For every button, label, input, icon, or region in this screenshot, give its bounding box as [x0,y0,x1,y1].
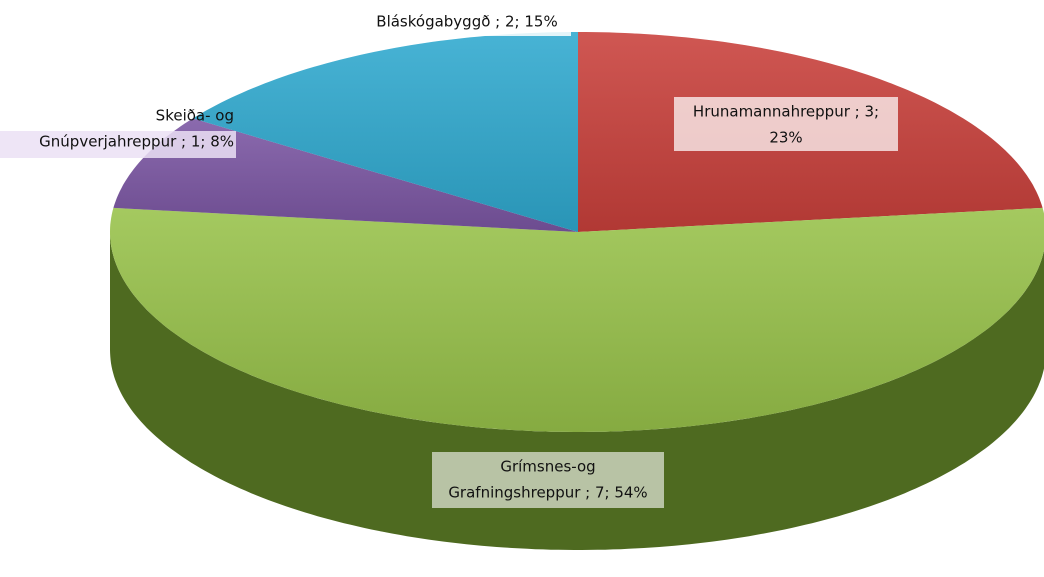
slice-side [110,232,1044,550]
data-label: Bláskógabyggð ; 2; 15% [376,13,557,31]
data-label: Grímsnes-og [500,458,595,476]
data-label: Gnúpverjahreppur ; 1; 8% [39,133,234,151]
slice-shade [110,207,1044,432]
label-box [0,131,236,158]
label-box [365,9,571,36]
slice-shade [192,32,579,232]
data-label: Skeiða- og [156,107,234,125]
label-box [432,452,664,508]
data-label: 23% [769,129,802,147]
data-label: Hrunamannahreppur ; 3; [693,103,879,121]
data-label: Grafningshreppur ; 7; 54% [448,484,647,502]
label-box [674,97,898,151]
